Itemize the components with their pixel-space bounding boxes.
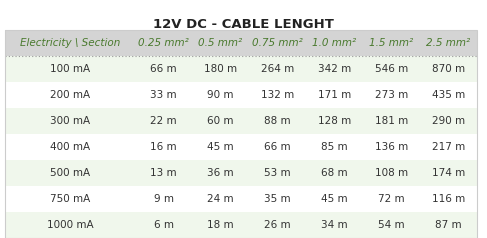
- Text: 750 mA: 750 mA: [50, 194, 90, 204]
- Text: 116 m: 116 m: [432, 194, 465, 204]
- Text: 180 m: 180 m: [204, 64, 237, 74]
- Text: 87 m: 87 m: [435, 220, 462, 230]
- Bar: [5, 30, 477, 238]
- Text: 0.5 mm²: 0.5 mm²: [198, 38, 243, 48]
- Text: 136 m: 136 m: [375, 142, 408, 152]
- Text: 400 mA: 400 mA: [50, 142, 90, 152]
- Text: 45 m: 45 m: [207, 142, 234, 152]
- Text: 9 m: 9 m: [153, 194, 173, 204]
- Text: 132 m: 132 m: [261, 90, 294, 100]
- Text: 45 m: 45 m: [321, 194, 348, 204]
- Text: 300 mA: 300 mA: [50, 116, 90, 126]
- Text: 88 m: 88 m: [264, 116, 291, 126]
- Text: 100 mA: 100 mA: [50, 64, 90, 74]
- Text: 26 m: 26 m: [264, 220, 291, 230]
- Text: 18 m: 18 m: [207, 220, 234, 230]
- Text: 66 m: 66 m: [150, 64, 177, 74]
- Text: 200 mA: 200 mA: [50, 90, 90, 100]
- Bar: [5, 186, 477, 212]
- Text: 290 m: 290 m: [432, 116, 465, 126]
- Text: 0.75 mm²: 0.75 mm²: [252, 38, 303, 48]
- Text: 342 m: 342 m: [318, 64, 351, 74]
- Text: 1000 mA: 1000 mA: [47, 220, 94, 230]
- Bar: [5, 30, 477, 56]
- Bar: [5, 160, 477, 186]
- Text: 128 m: 128 m: [318, 116, 351, 126]
- Text: 264 m: 264 m: [261, 64, 294, 74]
- Text: 22 m: 22 m: [150, 116, 177, 126]
- Text: 217 m: 217 m: [432, 142, 465, 152]
- Text: 6 m: 6 m: [153, 220, 173, 230]
- Text: 2.5 mm²: 2.5 mm²: [427, 38, 470, 48]
- Text: 34 m: 34 m: [321, 220, 348, 230]
- Bar: [5, 56, 477, 82]
- Text: 16 m: 16 m: [150, 142, 177, 152]
- Text: 108 m: 108 m: [375, 168, 408, 178]
- Text: 24 m: 24 m: [207, 194, 234, 204]
- Text: 36 m: 36 m: [207, 168, 234, 178]
- Text: 273 m: 273 m: [375, 90, 408, 100]
- Text: 13 m: 13 m: [150, 168, 177, 178]
- Text: 1.5 mm²: 1.5 mm²: [370, 38, 413, 48]
- Text: 174 m: 174 m: [432, 168, 465, 178]
- Text: 53 m: 53 m: [264, 168, 291, 178]
- Bar: [5, 212, 477, 238]
- Text: 54 m: 54 m: [378, 220, 405, 230]
- Bar: [5, 108, 477, 134]
- Text: 435 m: 435 m: [432, 90, 465, 100]
- Bar: [5, 134, 477, 160]
- Text: 181 m: 181 m: [375, 116, 408, 126]
- Text: 68 m: 68 m: [321, 168, 348, 178]
- Text: 1.0 mm²: 1.0 mm²: [313, 38, 356, 48]
- Text: 171 m: 171 m: [318, 90, 351, 100]
- Text: 85 m: 85 m: [321, 142, 348, 152]
- Text: 0.25 mm²: 0.25 mm²: [138, 38, 189, 48]
- Text: 870 m: 870 m: [432, 64, 465, 74]
- Text: 60 m: 60 m: [207, 116, 234, 126]
- Text: 500 mA: 500 mA: [50, 168, 90, 178]
- Text: 35 m: 35 m: [264, 194, 291, 204]
- Text: 66 m: 66 m: [264, 142, 291, 152]
- Bar: [5, 82, 477, 108]
- Text: 33 m: 33 m: [150, 90, 177, 100]
- Text: 90 m: 90 m: [207, 90, 234, 100]
- Text: 72 m: 72 m: [378, 194, 405, 204]
- Text: 12V DC - CABLE LENGHT: 12V DC - CABLE LENGHT: [153, 18, 334, 31]
- Text: 546 m: 546 m: [375, 64, 408, 74]
- Text: Electricity \ Section: Electricity \ Section: [20, 38, 120, 48]
